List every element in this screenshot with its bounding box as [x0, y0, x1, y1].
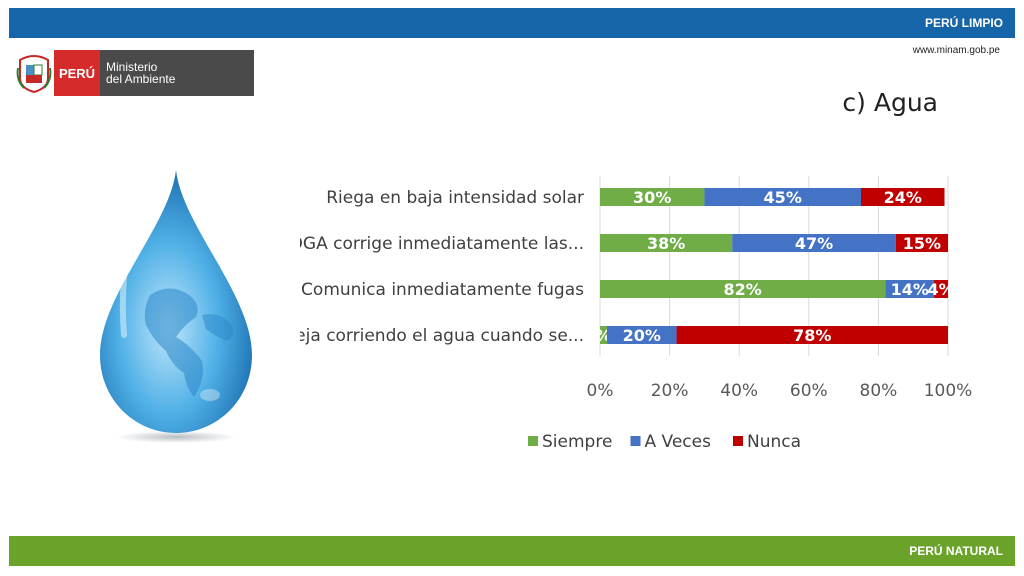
bar-segment	[600, 234, 733, 252]
bar-segment	[606, 326, 677, 344]
site-url[interactable]: www.minam.gob.pe	[912, 45, 1000, 56]
bar-segment	[676, 326, 948, 344]
category-label: La OGA corrige inmediatamente las...	[300, 234, 584, 254]
x-tick-label: 40%	[720, 381, 758, 401]
bar-segment	[885, 280, 935, 298]
header-tagline: PERÚ LIMPIO	[924, 16, 1003, 30]
x-tick-label: 0%	[587, 381, 614, 401]
legend-swatch	[630, 436, 641, 446]
x-tick-label: 100%	[924, 381, 973, 401]
bar-segment	[600, 280, 886, 298]
footer-tagline: PERÚ NATURAL	[909, 544, 1003, 558]
logo-country: PERÚ	[54, 50, 100, 96]
x-tick-label: 60%	[790, 381, 828, 401]
category-label: Comunica inmediatamente fugas	[301, 280, 584, 300]
bar-segment	[861, 188, 945, 206]
bar-segment	[934, 280, 948, 298]
data-label: 30%	[633, 188, 671, 207]
legend-label: Siempre	[542, 432, 612, 452]
data-label: 38%	[647, 234, 685, 253]
bar-segment	[600, 326, 607, 344]
data-label: 78%	[793, 326, 831, 345]
legend-label: Nunca	[747, 432, 801, 452]
bar-segment	[732, 234, 896, 252]
legend-swatch	[528, 436, 538, 446]
slide-title: c) Agua	[842, 88, 938, 117]
bottom-banner: PERÚ NATURAL	[9, 536, 1015, 566]
data-label: 14%	[891, 280, 929, 299]
peru-coat-of-arms-icon	[14, 50, 54, 96]
data-label: 47%	[795, 234, 833, 253]
data-label: 20%	[623, 326, 661, 345]
data-label: 45%	[764, 188, 802, 207]
legend-label: A Veces	[645, 432, 712, 452]
bar-segment	[895, 234, 948, 252]
category-label: Riega en baja intensidad solar	[326, 188, 584, 208]
data-label: 4%	[927, 280, 954, 299]
water-drop-globe-icon	[90, 165, 260, 455]
data-label: 24%	[884, 188, 922, 207]
bar-segment	[704, 188, 861, 206]
top-banner: PERÚ LIMPIO	[9, 8, 1015, 38]
legend-swatch	[733, 436, 743, 446]
stacked-bar-chart: 0% 20% 40% 60% 80% 100% Riega en baja intensid…	[300, 176, 973, 452]
x-tick-label: 20%	[651, 381, 689, 401]
logo-ministry: Ministerio del Ambiente	[100, 50, 254, 96]
category-label: Deja corriendo el agua cuando se...	[300, 326, 584, 346]
logo-ministry-line2: del Ambiente	[106, 72, 176, 86]
ministry-logo: PERÚ Ministerio del Ambiente	[14, 50, 254, 96]
logo-ministry-line1: Ministerio	[106, 60, 158, 74]
x-tick-label: 80%	[860, 381, 898, 401]
data-label: 15%	[903, 234, 941, 253]
bar-segment	[600, 188, 705, 206]
data-label: 82%	[724, 280, 762, 299]
